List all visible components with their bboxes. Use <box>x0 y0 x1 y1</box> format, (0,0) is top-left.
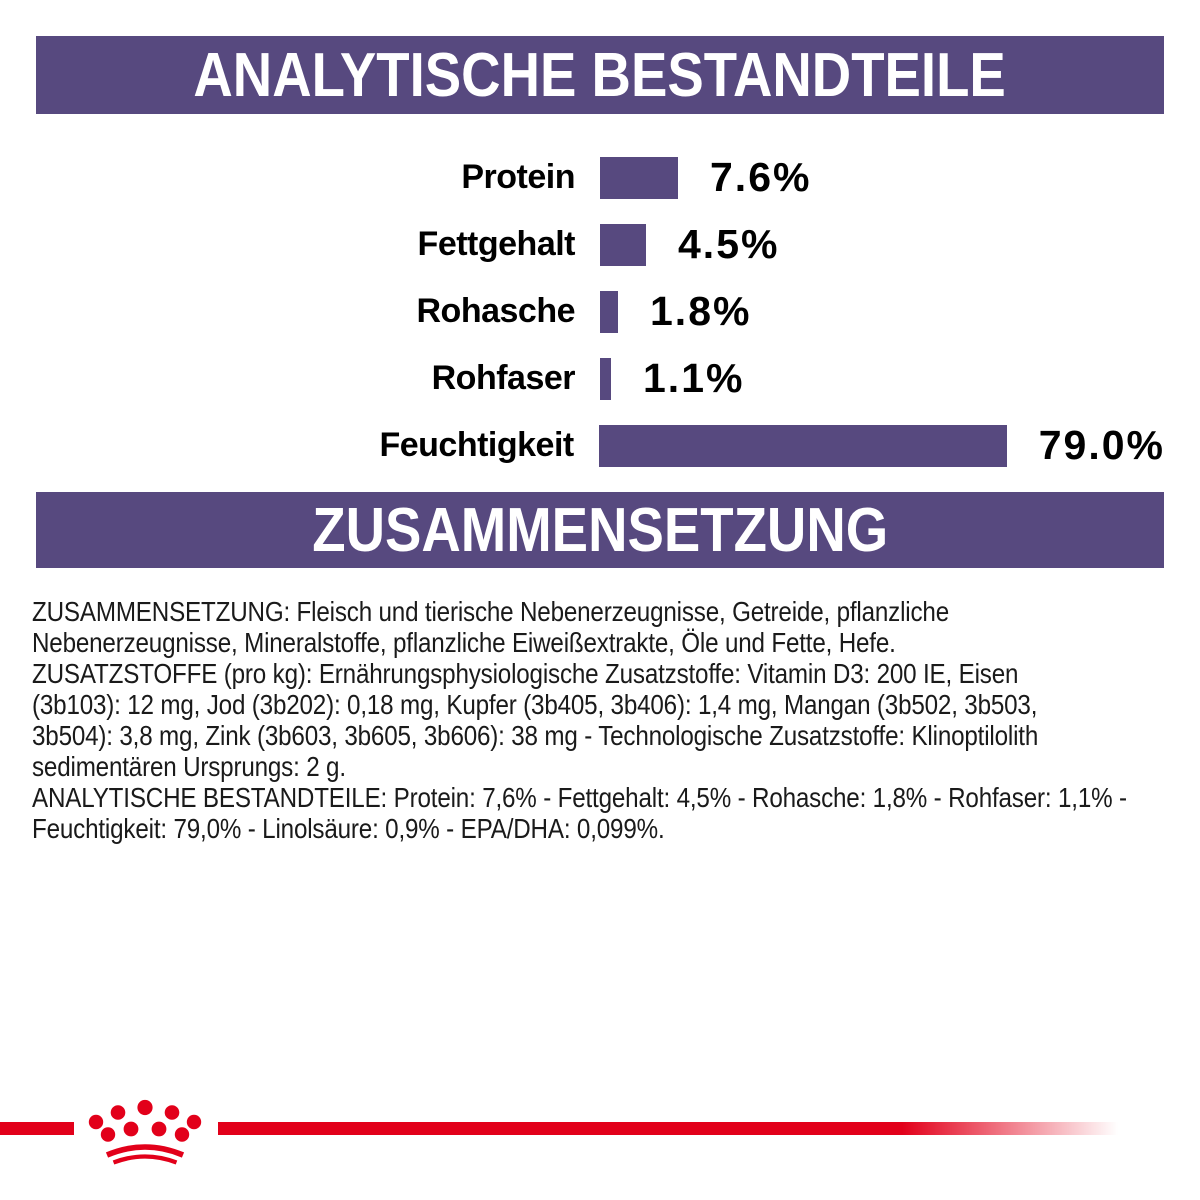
bar-label: Fettgehalt <box>417 225 576 263</box>
composition-paragraph-1: ZUSAMMENSETZUNG: Fleisch und tierische N… <box>32 596 1167 658</box>
composition-paragraph-3: ANALYTISCHE BESTANDTEILE: Protein: 7,6% … <box>32 782 1167 844</box>
composition-header-band: ZUSAMMENSETZUNG <box>36 492 1164 568</box>
bar-value: 1.1% <box>643 355 745 401</box>
composition-line: sedimentären Ursprungs: 2 g. <box>32 751 346 782</box>
chart-row-fettgehalt: Fettgehalt 4.5% <box>35 211 1165 278</box>
bar-value: 1.8% <box>650 288 752 334</box>
composition-line: Nebenerzeugnisse, Mineralstoffe, pflanzl… <box>32 627 896 658</box>
chart-row-rohfaser: Rohfaser 1.1% <box>35 345 1165 412</box>
chart-row-feuchtigkeit: Feuchtigkeit 79.0% <box>35 412 1165 479</box>
red-divider-right <box>218 1122 1118 1135</box>
composition-line: ZUSATZSTOFFE (pro kg): Ernährungsphysiol… <box>32 658 1019 689</box>
composition-line: (3b103): 12 mg, Jod (3b202): 0,18 mg, Ku… <box>32 689 1038 720</box>
bar-label: Feuchtigkeit <box>379 426 574 464</box>
bar-value: 79.0% <box>1038 422 1165 468</box>
analytical-bar-chart: Protein 7.6% Fettgehalt 4.5% Rohasche 1.8% Roh… <box>35 144 1165 479</box>
bar-label: Rohasche <box>416 292 576 330</box>
composition-line: Feuchtigkeit: 79,0% - Linolsäure: 0,9% -… <box>32 813 665 844</box>
bar-value: 4.5% <box>678 221 780 267</box>
composition-header-title: ZUSAMMENSETZUNG <box>312 495 888 565</box>
red-divider-left <box>0 1122 74 1135</box>
bar-label: Rohfaser <box>431 359 576 397</box>
bar <box>600 357 611 400</box>
composition-line: ZUSAMMENSETZUNG: Fleisch und tierische N… <box>32 596 950 627</box>
bar-value: 7.6% <box>710 154 812 200</box>
analytical-header-title: ANALYTISCHE BESTANDTEILE <box>193 40 1007 110</box>
bar <box>598 424 1007 467</box>
bar <box>600 156 678 199</box>
bar <box>600 290 618 333</box>
bar <box>600 223 646 266</box>
analytical-header-band: ANALYTISCHE BESTANDTEILE <box>36 36 1164 114</box>
chart-row-protein: Protein 7.6% <box>35 144 1165 211</box>
chart-row-rohasche: Rohasche 1.8% <box>35 278 1165 345</box>
royal-canin-crown-icon <box>88 1099 202 1165</box>
composition-paragraph-2: ZUSATZSTOFFE (pro kg): Ernährungsphysiol… <box>32 658 1167 782</box>
composition-text-block: ZUSAMMENSETZUNG: Fleisch und tierische N… <box>32 596 1167 844</box>
composition-line: ANALYTISCHE BESTANDTEILE: Protein: 7,6% … <box>32 782 1127 813</box>
composition-line: 3b504): 3,8 mg, Zink (3b603, 3b605, 3b60… <box>32 720 1039 751</box>
bar-label: Protein <box>461 158 575 196</box>
